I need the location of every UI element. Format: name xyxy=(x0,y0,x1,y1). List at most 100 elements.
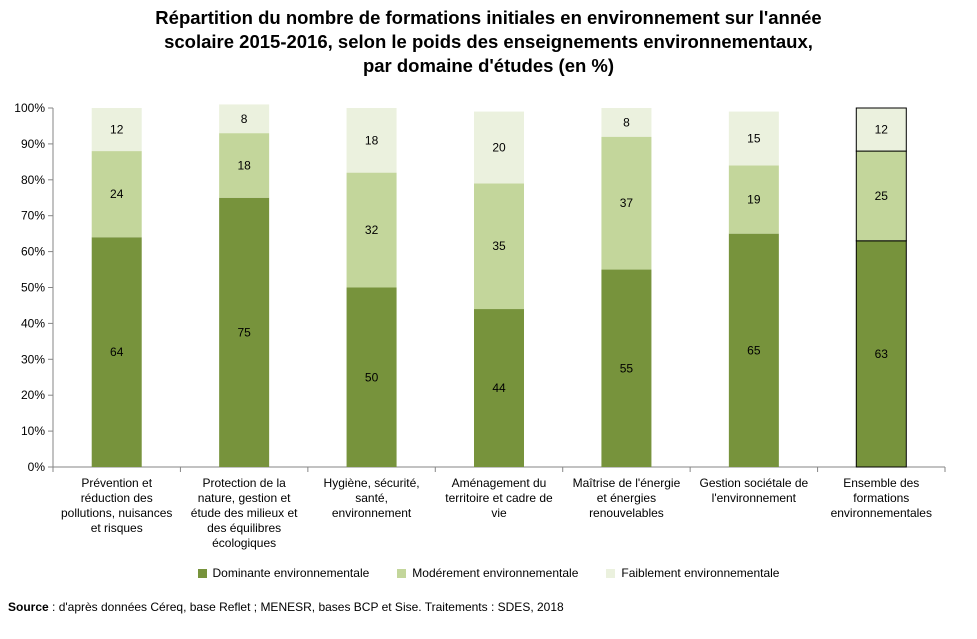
x-tick-label-line: Gestion sociétale de xyxy=(699,476,808,490)
x-tick-label-line: Protection de la xyxy=(202,476,286,490)
x-tick-label-line: pollutions, nuisances xyxy=(61,506,172,520)
bar-segment xyxy=(219,133,270,198)
y-tick-label: 40% xyxy=(21,316,45,330)
data-label: 18 xyxy=(365,133,379,147)
chart-title-line-1: Répartition du nombre de formations init… xyxy=(155,7,822,28)
bar-segment xyxy=(601,108,652,137)
data-label: 63 xyxy=(875,347,889,361)
bar-segment xyxy=(474,183,524,310)
bar-segment xyxy=(346,172,397,288)
bar-segment xyxy=(91,108,142,152)
data-label: 18 xyxy=(237,158,251,172)
chart-title: Répartition du nombre de formations init… xyxy=(0,6,977,78)
source-text: : d'après données Céreq, base Reflet ; M… xyxy=(48,600,564,614)
data-label: 32 xyxy=(365,223,379,237)
x-tick-label-line: vie xyxy=(491,506,507,520)
x-tick-label-line: Aménagement du xyxy=(452,476,547,490)
data-label: 12 xyxy=(110,123,124,137)
x-tick-label-line: réduction des xyxy=(81,491,153,505)
data-label: 64 xyxy=(110,345,124,359)
bar-segment xyxy=(474,309,524,467)
data-label: 19 xyxy=(747,193,761,207)
x-tick-label-line: écologiques xyxy=(212,536,276,550)
data-label: 55 xyxy=(620,361,634,375)
bar-segment xyxy=(601,136,652,270)
x-tick-label-line: nature, gestion et xyxy=(198,491,291,505)
data-label: 44 xyxy=(492,381,506,395)
chart-title-line-3: par domaine d'études (en %) xyxy=(362,55,615,76)
x-tick-label-line: environnement xyxy=(332,506,412,520)
data-label: 12 xyxy=(875,123,889,137)
y-tick-label: 20% xyxy=(21,388,45,402)
data-label: 37 xyxy=(620,196,634,210)
bar-segment xyxy=(346,108,397,173)
x-tick-label: Prévention et réduction des pollutions, nu… xyxy=(61,476,172,535)
bar-segment xyxy=(855,107,907,152)
x-tick-label-line: formations xyxy=(853,491,909,505)
y-tick-label: 50% xyxy=(21,281,45,295)
data-label: 65 xyxy=(747,343,761,357)
legend-item: Modérement environnementale xyxy=(397,566,578,580)
bar-segment xyxy=(601,269,652,467)
source-label: Source xyxy=(8,600,49,614)
bar-segment xyxy=(855,240,907,468)
x-tick-label: Aménagement du territoire et cadre de vie xyxy=(445,476,553,520)
bar-segment xyxy=(91,237,142,467)
y-tick-label: 80% xyxy=(21,173,45,187)
x-tick-label-line: et risques xyxy=(91,521,143,535)
bar-segment xyxy=(728,111,779,166)
legend-label: Dominante environnementale xyxy=(212,566,370,580)
bar-segment xyxy=(346,287,397,467)
y-tick-label: 10% xyxy=(21,424,45,438)
data-label: 20 xyxy=(492,140,506,154)
y-tick-label: 30% xyxy=(21,352,45,366)
x-tick-label-line: Ensemble des xyxy=(843,476,919,490)
bar-segment xyxy=(219,104,270,134)
x-tick-label-line: Hygiène, sécurité, xyxy=(324,476,420,490)
stacked-bar-chart: 0% 10% 20% 30% 40% 50% 60% 70% 80% 90% 100% 64 24 12 P… xyxy=(14,101,946,550)
data-label: 35 xyxy=(492,239,506,253)
x-tick-label: Maîtrise de l'énergie et énergies renouvel… xyxy=(573,476,681,520)
data-label: 75 xyxy=(237,325,251,339)
x-tick-label-line: l'environnement xyxy=(712,491,797,505)
y-tick-label: 60% xyxy=(21,245,45,259)
bar-segment xyxy=(855,150,907,242)
x-tick-label-line: étude des milieux et xyxy=(191,506,298,520)
bar-segment xyxy=(91,151,142,238)
legend-item: Faiblement environnementale xyxy=(606,566,779,580)
x-tick-label: Ensemble des formations environnementales xyxy=(831,476,932,520)
x-tick-label-line: et énergies xyxy=(597,491,656,505)
x-tick-label: Hygiène, sécurité, santé, environnement xyxy=(324,476,420,520)
x-tick-label-line: environnementales xyxy=(831,506,932,520)
x-tick-label-line: renouvelables xyxy=(589,506,664,520)
legend-swatch xyxy=(197,568,207,578)
data-label: 8 xyxy=(623,115,630,129)
x-tick-label: Protection de la nature, gestion et étude … xyxy=(191,476,298,550)
data-label: 50 xyxy=(365,370,379,384)
bar-segment xyxy=(474,111,524,184)
bar-segment xyxy=(219,197,270,467)
data-label: 24 xyxy=(110,187,124,201)
data-label: 25 xyxy=(875,189,889,203)
bar-segment xyxy=(728,165,779,234)
source-note: Source : d'après données Céreq, base Ref… xyxy=(8,600,564,614)
data-label: 8 xyxy=(241,112,248,126)
y-tick-label: 90% xyxy=(21,137,45,151)
x-tick-label-line: territoire et cadre de xyxy=(445,491,553,505)
bar-segment xyxy=(728,233,779,467)
legend-label: Modérement environnementale xyxy=(412,566,579,580)
x-tick-label-line: des équilibres xyxy=(207,521,281,535)
x-tick-label-line: Prévention et xyxy=(81,476,152,490)
chart-title-line-2: scolaire 2015-2016, selon le poids des e… xyxy=(164,31,813,52)
legend-label: Faiblement environnementale xyxy=(621,566,780,580)
y-tick-label: 100% xyxy=(14,101,45,115)
legend-swatch xyxy=(397,568,407,578)
y-tick-label: 0% xyxy=(28,460,46,474)
legend-item: Dominante environnementale xyxy=(197,566,370,580)
data-label: 15 xyxy=(747,132,761,146)
x-tick-label-line: santé, xyxy=(355,491,388,505)
x-tick-label-line: Maîtrise de l'énergie xyxy=(573,476,681,490)
y-tick-label: 70% xyxy=(21,209,45,223)
x-tick-label: Gestion sociétale de l'environnement xyxy=(699,476,808,505)
chart-legend: Dominante environnementale Modérement env… xyxy=(0,566,977,580)
